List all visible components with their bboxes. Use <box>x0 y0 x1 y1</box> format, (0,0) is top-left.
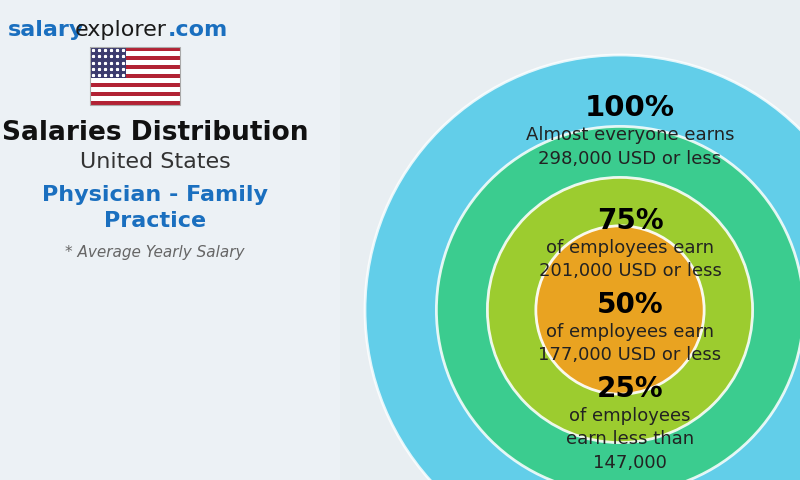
Text: Almost everyone earns
298,000 USD or less: Almost everyone earns 298,000 USD or les… <box>526 126 734 168</box>
Bar <box>90 87 180 92</box>
Circle shape <box>536 226 704 394</box>
Circle shape <box>487 178 753 443</box>
Bar <box>90 47 126 78</box>
Circle shape <box>437 126 800 480</box>
Bar <box>90 47 180 105</box>
Bar <box>90 69 180 74</box>
Text: 50%: 50% <box>597 291 663 319</box>
Text: of employees earn
177,000 USD or less: of employees earn 177,000 USD or less <box>538 323 722 364</box>
Circle shape <box>365 55 800 480</box>
Text: explorer: explorer <box>75 20 167 40</box>
Text: .com: .com <box>168 20 228 40</box>
Bar <box>90 83 180 87</box>
Bar <box>90 60 180 65</box>
Bar <box>90 56 180 60</box>
Text: of employees earn
201,000 USD or less: of employees earn 201,000 USD or less <box>538 239 722 280</box>
Bar <box>90 65 180 69</box>
Bar <box>90 92 180 96</box>
Bar <box>90 51 180 56</box>
Text: United States: United States <box>80 152 230 172</box>
Bar <box>0 0 340 480</box>
Text: 100%: 100% <box>585 95 675 122</box>
Bar <box>90 100 180 105</box>
Bar <box>90 96 180 100</box>
Text: Physician - Family
Practice: Physician - Family Practice <box>42 185 268 231</box>
Text: * Average Yearly Salary: * Average Yearly Salary <box>66 245 245 260</box>
Bar <box>90 47 180 51</box>
Bar <box>90 74 180 78</box>
Text: salary: salary <box>8 20 84 40</box>
Text: 25%: 25% <box>597 375 663 403</box>
Bar <box>90 78 180 83</box>
Text: Salaries Distribution: Salaries Distribution <box>2 120 308 146</box>
Text: 75%: 75% <box>597 206 663 235</box>
Text: of employees
earn less than
147,000: of employees earn less than 147,000 <box>566 407 694 472</box>
